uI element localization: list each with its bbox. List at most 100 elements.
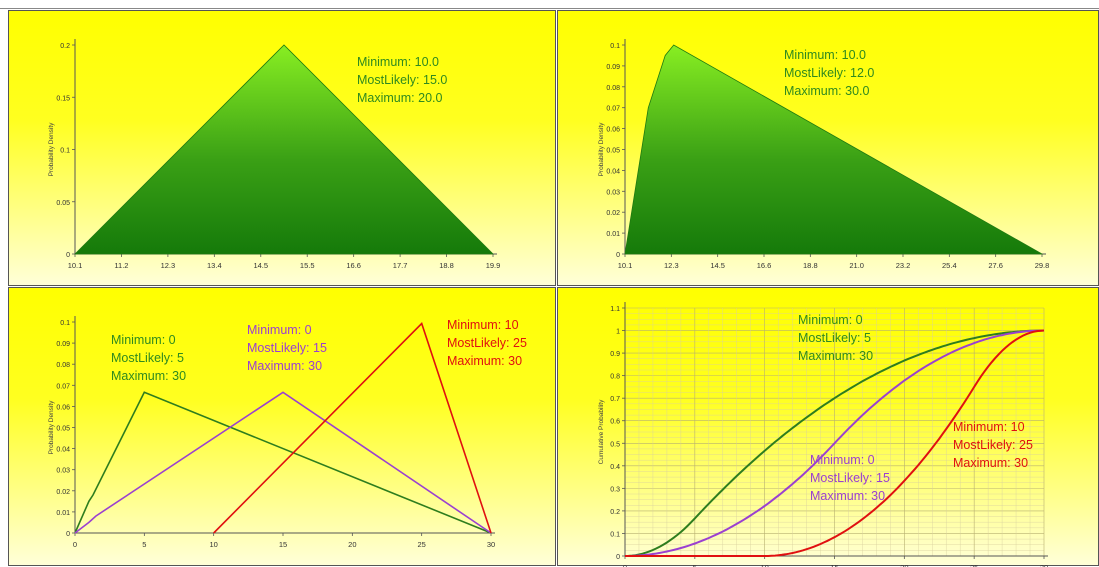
x-tick-label: 10 [209,540,217,549]
y-tick-label: 0.2 [610,509,620,516]
y-tick-label: 0.06 [606,127,620,134]
y-tick-label: 0.01 [56,510,70,517]
x-tick-label: 10.1 [618,261,633,270]
density-area [624,44,1044,255]
annotation-text-2: Minimum: 10 [447,318,519,332]
chart-4-svg: 0 0.1 0.2 0.3 0.4 0.5 0.6 0.7 0.8 0.9 1 1.1 0 5 10 15 20… [598,302,1048,567]
x-tick-label: 25.4 [942,261,957,270]
x-tick-label: 12.3 [664,261,679,270]
y-tick-label: 0.1 [60,320,70,327]
y-tick-label: 0.4 [610,464,620,471]
x-tick-label: 12.3 [161,261,176,270]
annotation-text-1: MostLikely: 15 [810,471,890,485]
y-tick-label: 0.07 [606,106,620,113]
y-tick-label: 0.1 [60,148,70,155]
x-tick-label: 25 [970,563,978,567]
annotation-text-2: Maximum: 30 [447,354,522,368]
annotation-text: Minimum: 10.0 [357,55,439,69]
y-tick-label: 0.09 [56,341,70,348]
x-tick-label: 11.2 [114,261,128,270]
x-tick-label: 30 [487,540,495,549]
pdf-line-1 [74,391,492,534]
x-tick-label: 15 [279,540,287,549]
y-tick-label: 0.05 [606,148,620,155]
y-tick-label: 0.03 [606,189,620,196]
annotation-text-1: Minimum: 0 [247,323,312,337]
x-tick-label: 23.2 [896,261,911,270]
y-axis-label: Probability Density [48,122,55,177]
annotation-text-2: MostLikely: 25 [447,336,527,350]
density-area [74,44,494,255]
chart-3-svg: 0 0.01 0.02 0.03 0.04 0.05 0.06 0.07 0.08 0.09 0.1… [48,316,527,549]
x-tick-label: 18.8 [439,261,454,270]
y-tick-label: 0.04 [606,168,620,175]
y-tick-label: 0.02 [56,489,70,496]
annotation-text-1: Maximum: 30 [810,489,885,503]
y-tick-label: 1.1 [610,306,620,313]
annotation-text-1: MostLikely: 15 [247,341,327,355]
x-tick-label: 27.6 [988,261,1003,270]
annotation-text-2: MostLikely: 25 [953,438,1033,452]
x-tick-label: 15.5 [300,261,315,270]
x-tick-label: 14.5 [710,261,725,270]
y-tick-label: 0.08 [606,85,620,92]
chart-panel-2: 0 0.01 0.02 0.03 0.04 0.05 0.06 0.07 0.08 0.09 0.1… [557,10,1099,286]
y-tick-label: 0.01 [606,231,620,238]
x-tick-label: 16.6 [346,261,361,270]
y-tick-label: 0.04 [56,447,70,454]
x-tick-label: 19.9 [486,261,501,270]
x-tick-label: 16.6 [757,261,772,270]
cdf-line-1 [625,329,1045,557]
y-tick-label: 0.05 [56,200,70,207]
cdf-line-2 [625,329,1045,557]
x-tick-label: 20 [348,540,356,549]
y-tick-label: 0.15 [56,95,70,102]
x-tick-label: 14.5 [253,261,268,270]
x-tick-label: 0 [73,540,77,549]
chart-2-svg: 0 0.01 0.02 0.03 0.04 0.05 0.06 0.07 0.08 0.09 0.1… [598,39,1050,270]
annotation-text-0: Maximum: 30 [111,369,186,383]
annotation-text-0: MostLikely: 5 [111,351,184,365]
x-tick-label: 29.8 [1035,261,1050,270]
y-tick-label: 0.6 [610,419,620,426]
y-tick-label: 0.03 [56,468,70,475]
chart-panel-3: 0 0.01 0.02 0.03 0.04 0.05 0.06 0.07 0.08 0.09 0.1… [8,287,556,566]
y-tick-label: 0 [616,252,620,259]
x-tick-label: 13.4 [207,261,222,270]
pdf-line-0 [74,391,492,534]
y-tick-label: 0.7 [610,396,620,403]
pdf-line-2 [213,322,492,534]
annotation-text-0: MostLikely: 5 [798,331,871,345]
annotation-text-0: Minimum: 0 [111,333,176,347]
annotation-text-0: Maximum: 30 [798,349,873,363]
y-axis-label: Cumulative Probability [598,399,605,464]
y-tick-label: 0.06 [56,404,70,411]
y-tick-label: 0 [66,252,70,259]
annotation-text-1: Minimum: 0 [810,453,875,467]
annotation-text-0: Minimum: 0 [798,313,863,327]
y-tick-label: 0.07 [56,383,70,390]
annotation-text: Maximum: 20.0 [357,91,442,105]
chart-1-svg: 0 0.05 0.1 0.15 0.2 10.1 11.2 12.3 13.4 14.5 15.5 1… [48,39,501,270]
x-tick-label: 0 [623,563,627,567]
top-border [0,0,1099,9]
annotation-text-1: Maximum: 30 [247,359,322,373]
y-tick-label: 0.2 [60,43,70,50]
annotation-text-2: Minimum: 10 [953,420,1025,434]
x-tick-label: 10 [760,563,768,567]
y-tick-label: 0.05 [56,426,70,433]
y-axis-label: Probability Density [48,400,55,455]
x-tick-label: 21.0 [849,261,864,270]
y-tick-label: 0.5 [610,441,620,448]
x-tick-label: 15 [830,563,838,567]
y-tick-label: 0.3 [610,486,620,493]
x-tick-label: 5 [693,563,697,567]
x-tick-label: 17.7 [393,261,408,270]
x-tick-label: 10.1 [68,261,83,270]
y-tick-label: 1 [616,329,620,336]
y-tick-label: 0.9 [610,351,620,358]
x-tick-label: 30 [1040,563,1048,567]
annotation-text: Maximum: 30.0 [784,84,869,98]
y-tick-label: 0.09 [606,64,620,71]
y-tick-label: 0.08 [56,362,70,369]
